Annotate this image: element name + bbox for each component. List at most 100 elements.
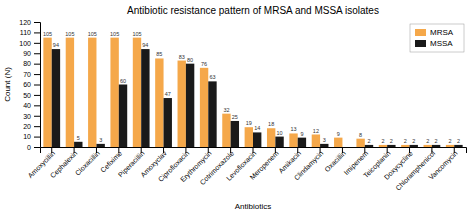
y-tick-label: 100 bbox=[19, 40, 31, 47]
y-tick-label: 80 bbox=[23, 60, 31, 67]
legend-label: MSSA bbox=[430, 39, 453, 48]
data-label: 85 bbox=[156, 51, 162, 57]
y-tick-label: 70 bbox=[23, 71, 31, 78]
bar bbox=[43, 38, 51, 147]
data-label: 76 bbox=[201, 61, 207, 67]
legend-item: MSSA bbox=[415, 39, 453, 48]
y-tick-label: 50 bbox=[23, 92, 31, 99]
y-tick-mark bbox=[34, 126, 40, 127]
chart: 0102030405060708090100110120AmoxycillinC… bbox=[0, 0, 474, 213]
data-label: 12 bbox=[313, 128, 319, 134]
bar bbox=[253, 132, 261, 147]
bar bbox=[432, 145, 440, 147]
y-tick: 120 bbox=[19, 19, 40, 26]
y-tick-label: 90 bbox=[23, 50, 31, 57]
bar bbox=[424, 145, 432, 147]
data-label: 105 bbox=[110, 31, 119, 37]
bar bbox=[66, 38, 74, 147]
bar bbox=[200, 68, 208, 147]
data-label: 10 bbox=[276, 130, 282, 136]
data-label: 2 bbox=[390, 138, 393, 144]
data-label: 105 bbox=[43, 31, 52, 37]
data-label: 2 bbox=[381, 138, 384, 144]
data-label: 83 bbox=[179, 54, 185, 60]
bar bbox=[312, 135, 320, 148]
bar bbox=[245, 127, 253, 147]
data-label: 9 bbox=[300, 131, 303, 137]
bar bbox=[454, 145, 462, 147]
data-label: 14 bbox=[254, 125, 260, 131]
y-tick: 0 bbox=[27, 144, 40, 151]
y-tick: 10 bbox=[23, 133, 40, 140]
y-tick-label: 10 bbox=[23, 133, 31, 140]
data-label: 13 bbox=[290, 126, 296, 132]
data-label: 3 bbox=[323, 137, 326, 143]
bars bbox=[43, 38, 462, 147]
bar bbox=[320, 144, 328, 147]
data-label: 105 bbox=[88, 31, 97, 37]
legend-label: MRSA bbox=[430, 28, 454, 37]
x-tick-label: Chloramphenicol bbox=[394, 149, 437, 192]
data-label: 47 bbox=[165, 91, 171, 97]
data-label: 25 bbox=[232, 114, 238, 120]
data-label: 2 bbox=[435, 138, 438, 144]
y-tick-mark bbox=[34, 95, 40, 96]
legend-frame bbox=[410, 24, 464, 52]
y-tick-mark bbox=[34, 85, 40, 86]
x-tick: Meropenem bbox=[248, 147, 280, 182]
bar-series bbox=[43, 38, 454, 147]
data-label: 32 bbox=[223, 107, 229, 113]
data-label: 9 bbox=[337, 131, 340, 137]
bar bbox=[186, 64, 194, 147]
y-tick-mark bbox=[34, 74, 40, 75]
data-label: 105 bbox=[132, 31, 141, 37]
y-tick-mark bbox=[34, 137, 40, 138]
y-tick: 110 bbox=[20, 29, 40, 36]
bar bbox=[141, 49, 149, 147]
data-label: 105 bbox=[65, 31, 74, 37]
bar bbox=[334, 138, 342, 147]
y-tick-mark bbox=[34, 32, 40, 33]
x-tick: Cephalexin bbox=[49, 147, 79, 180]
x-axis: AmoxycillinCephalexinCloxacillinCefixime… bbox=[27, 147, 467, 192]
bar bbox=[289, 133, 297, 147]
plot: 0102030405060708090100110120AmoxycillinC… bbox=[19, 19, 466, 193]
bar bbox=[410, 145, 418, 147]
x-tick-label: Cloxacillin bbox=[74, 149, 101, 176]
bar bbox=[387, 145, 395, 147]
y-tick: 80 bbox=[23, 60, 40, 67]
bar bbox=[110, 38, 118, 147]
data-label: 3 bbox=[99, 137, 102, 143]
data-label: 2 bbox=[404, 138, 407, 144]
y-tick: 20 bbox=[23, 123, 40, 130]
data-label: 94 bbox=[53, 42, 59, 48]
bar bbox=[119, 85, 127, 148]
bar bbox=[208, 81, 216, 147]
y-tick: 60 bbox=[23, 81, 40, 88]
bar bbox=[342, 147, 350, 148]
data-label: 60 bbox=[120, 78, 126, 84]
x-axis-title: Antibiotics bbox=[235, 202, 271, 211]
y-tick: 50 bbox=[23, 92, 40, 99]
bar bbox=[401, 145, 409, 147]
bar bbox=[365, 145, 373, 147]
bar bbox=[133, 38, 141, 147]
y-tick-mark bbox=[34, 64, 40, 65]
y-axis: 0102030405060708090100110120 bbox=[19, 19, 40, 151]
y-tick-label: 120 bbox=[19, 19, 31, 26]
x-tick-label: Meropenem bbox=[248, 149, 280, 181]
bar bbox=[267, 128, 275, 147]
y-tick: 100 bbox=[19, 40, 40, 47]
bar bbox=[164, 98, 172, 147]
data-label: 2 bbox=[426, 138, 429, 144]
y-axis-line bbox=[34, 23, 41, 148]
bar bbox=[231, 121, 239, 147]
bar bbox=[155, 58, 163, 147]
y-axis-title: Count (N) bbox=[3, 67, 12, 102]
legend-item: MRSA bbox=[415, 28, 454, 37]
data-label: 2 bbox=[457, 138, 460, 144]
data-labels: 1051051051051058583763219181312982222945… bbox=[43, 31, 460, 144]
data-label: 18 bbox=[268, 121, 274, 127]
legend-swatch bbox=[415, 40, 426, 47]
x-tick-label: Vancomycin bbox=[427, 149, 459, 181]
